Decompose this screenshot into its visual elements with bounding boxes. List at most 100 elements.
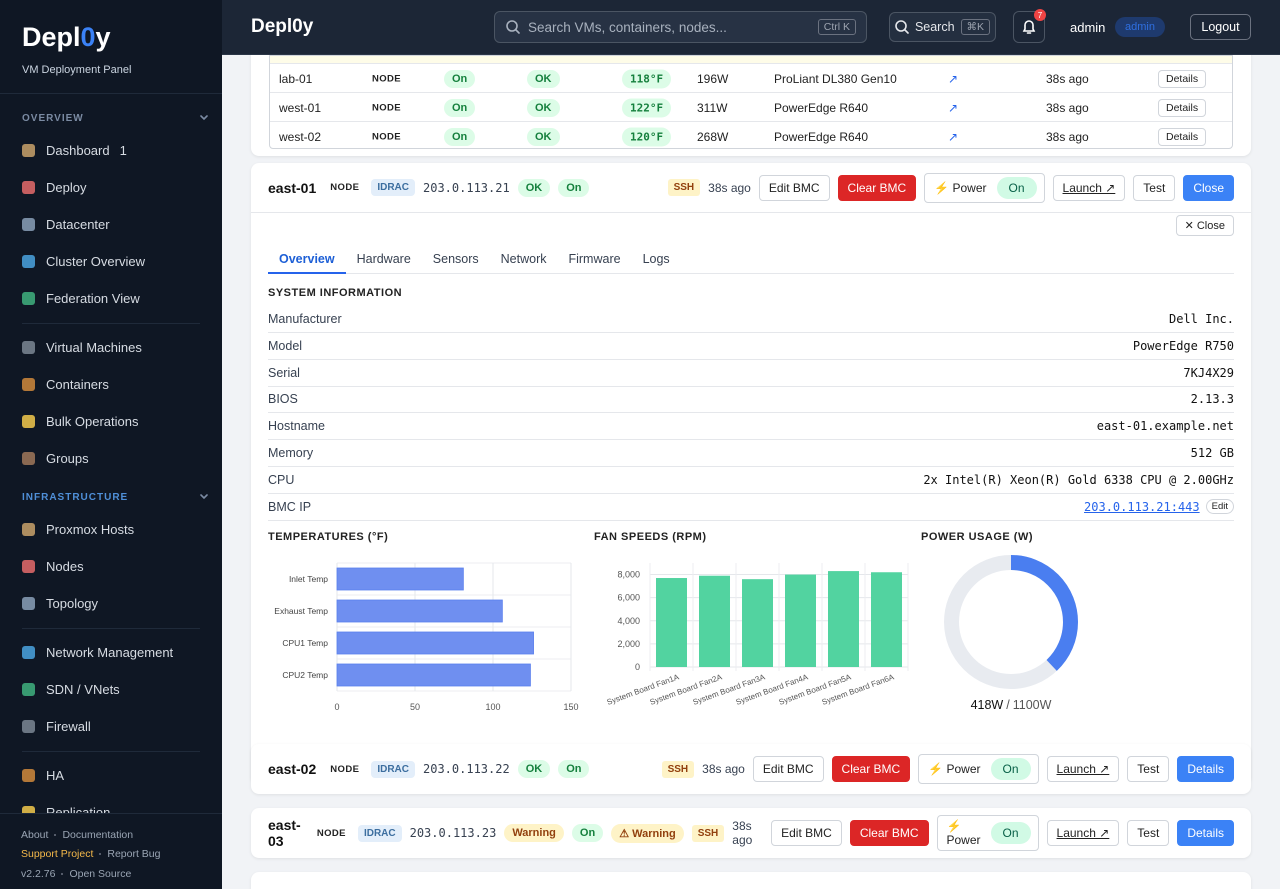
status-badge: OK [517,760,551,778]
edit-bmc-button[interactable]: Edit BMC [758,174,830,201]
clear-bmc-button[interactable]: Clear BMC [849,820,929,846]
status-badge: On [571,824,604,842]
notifications[interactable] [1013,11,1045,43]
external-link[interactable]: ↗ [948,100,959,115]
bell-icon-path [1022,20,1036,34]
nav-item[interactable]: Replication [0,794,222,813]
kbd: Ctrl K [817,19,856,35]
close-details-button[interactable]: ✕ Close [1175,215,1234,236]
y-tick-label: 0 [635,662,640,672]
edit-bmc-button[interactable]: Edit BMC [771,820,842,846]
power-status: On [444,98,476,117]
search-box[interactable]: Search VMs, containers, nodes... Ctrl K [494,11,867,43]
nav-item[interactable]: Deploy [0,169,222,206]
nav-item[interactable]: Containers [0,366,222,403]
nav-icon [22,341,35,354]
node-type: NODE [330,182,360,193]
category-label: CPU1 Temp [282,638,328,648]
divider: / [1006,698,1010,712]
details-button[interactable]: Details [1158,127,1207,146]
test-button[interactable]: Test [1127,820,1170,846]
chevron [200,494,208,500]
launch-button[interactable]: Launch ↗ [1046,820,1120,846]
external-link[interactable]: ↗ [948,71,959,86]
clear-bmc-button[interactable]: Clear BMC [837,174,917,201]
footer-link[interactable]: Report Bug [107,848,161,861]
category-label: System Board Fan1A [606,672,681,707]
launch-button[interactable]: Launch ↗ [1052,174,1126,201]
primary-button[interactable]: Details [1177,820,1234,846]
details-button[interactable]: Details [1158,69,1207,88]
node-type: NODE [372,73,402,84]
power-control[interactable]: ⚡ Power On [924,172,1045,203]
power-label: 418W/1100W [971,698,1052,712]
node-type: NODE [372,131,402,142]
footer-link[interactable]: Support Project [21,848,94,861]
last-seen: 38s ago [1046,100,1089,115]
footer-link[interactable]: Documentation [62,828,134,841]
nav-item[interactable]: Proxmox Hosts [0,511,222,548]
nav-label: SDN / VNets [46,682,120,697]
nav-label: Groups [46,451,89,466]
footer-link[interactable]: About [21,828,49,841]
info-value-text[interactable]: 203.0.113.21:443 [1084,499,1200,514]
edit-bmc-button[interactable]: Edit BMC [752,756,824,782]
watts: 196W [697,71,729,86]
primary-button[interactable]: Details [1177,756,1234,782]
info-row: Memory 512 GB [268,440,1234,467]
nav-item[interactable]: SDN / VNets [0,671,222,708]
tab[interactable]: Firmware [568,252,621,266]
nav-item[interactable]: Nodes [0,548,222,585]
nav-label: Dashboard [46,143,110,158]
bar [336,567,464,591]
nav-item[interactable]: Federation View [0,280,222,317]
edit-button[interactable]: Edit [1205,499,1234,515]
details-button[interactable]: Details [1158,98,1207,117]
nav-icon [22,683,35,696]
logout-button[interactable]: Logout [1190,14,1251,40]
test-button[interactable]: Test [1133,174,1176,201]
power-state: On [990,758,1031,780]
power-control[interactable]: ⚡ Power On [918,754,1039,784]
external-link[interactable]: ↗ [948,129,959,144]
nav-icon [22,255,35,268]
nav-item[interactable]: Topology [0,585,222,622]
nav: OVERVIEW Dashboard 1 Deploy Datacenter Cluste… [0,93,222,813]
power-control[interactable]: ⚡ Power On [936,815,1039,851]
dot [54,833,57,836]
launch-button[interactable]: Launch ↗ [1046,756,1120,782]
info-value: east-01.example.net [1097,419,1234,433]
status-badge: On [558,178,590,197]
bar [336,631,534,655]
search-button[interactable]: Search ⌘K [889,12,996,42]
category-label: System Board Fan5A [778,672,853,707]
test-button[interactable]: Test [1127,756,1170,782]
nav-item[interactable]: HA [0,757,222,794]
section-header: OVERVIEW [0,104,222,132]
nav-item[interactable]: Firewall [0,708,222,745]
nav-item[interactable]: Network Management [0,634,222,671]
nav-item[interactable]: Dashboard 1 [0,132,222,169]
clear-bmc-button[interactable]: Clear BMC [831,756,911,782]
nav-item[interactable]: Virtual Machines [0,329,222,366]
node-table-card: lab-01 NODE On OK 118°F 196W ProLiant DL380 Ge… [251,55,1251,156]
tab[interactable]: Network [500,252,547,266]
info-value-text: 2.13.3 [1190,392,1234,407]
tab[interactable]: Sensors [432,252,479,266]
footer-line: v2.2.76 Open Source [0,864,222,884]
tab[interactable]: Overview [268,246,346,274]
model: PowerEdge R640 [774,129,869,144]
nav-item[interactable]: Bulk Operations [0,403,222,440]
chart-title: FAN SPEEDS (RPM) [594,531,707,543]
nav-item[interactable]: Cluster Overview [0,243,222,280]
nav-item[interactable]: Groups [0,440,222,477]
tab[interactable]: Hardware [356,252,411,266]
info-value-text: east-01.example.net [1096,419,1234,434]
primary-button[interactable]: Close [1183,174,1234,201]
node-name: lab-01 [279,71,313,86]
brand-subtitle: VM Deployment Panel [22,64,132,76]
info-value: 512 GB [1191,446,1234,460]
tab[interactable]: Logs [642,252,670,266]
nav-item[interactable]: Datacenter [0,206,222,243]
nav-icon [22,218,35,231]
